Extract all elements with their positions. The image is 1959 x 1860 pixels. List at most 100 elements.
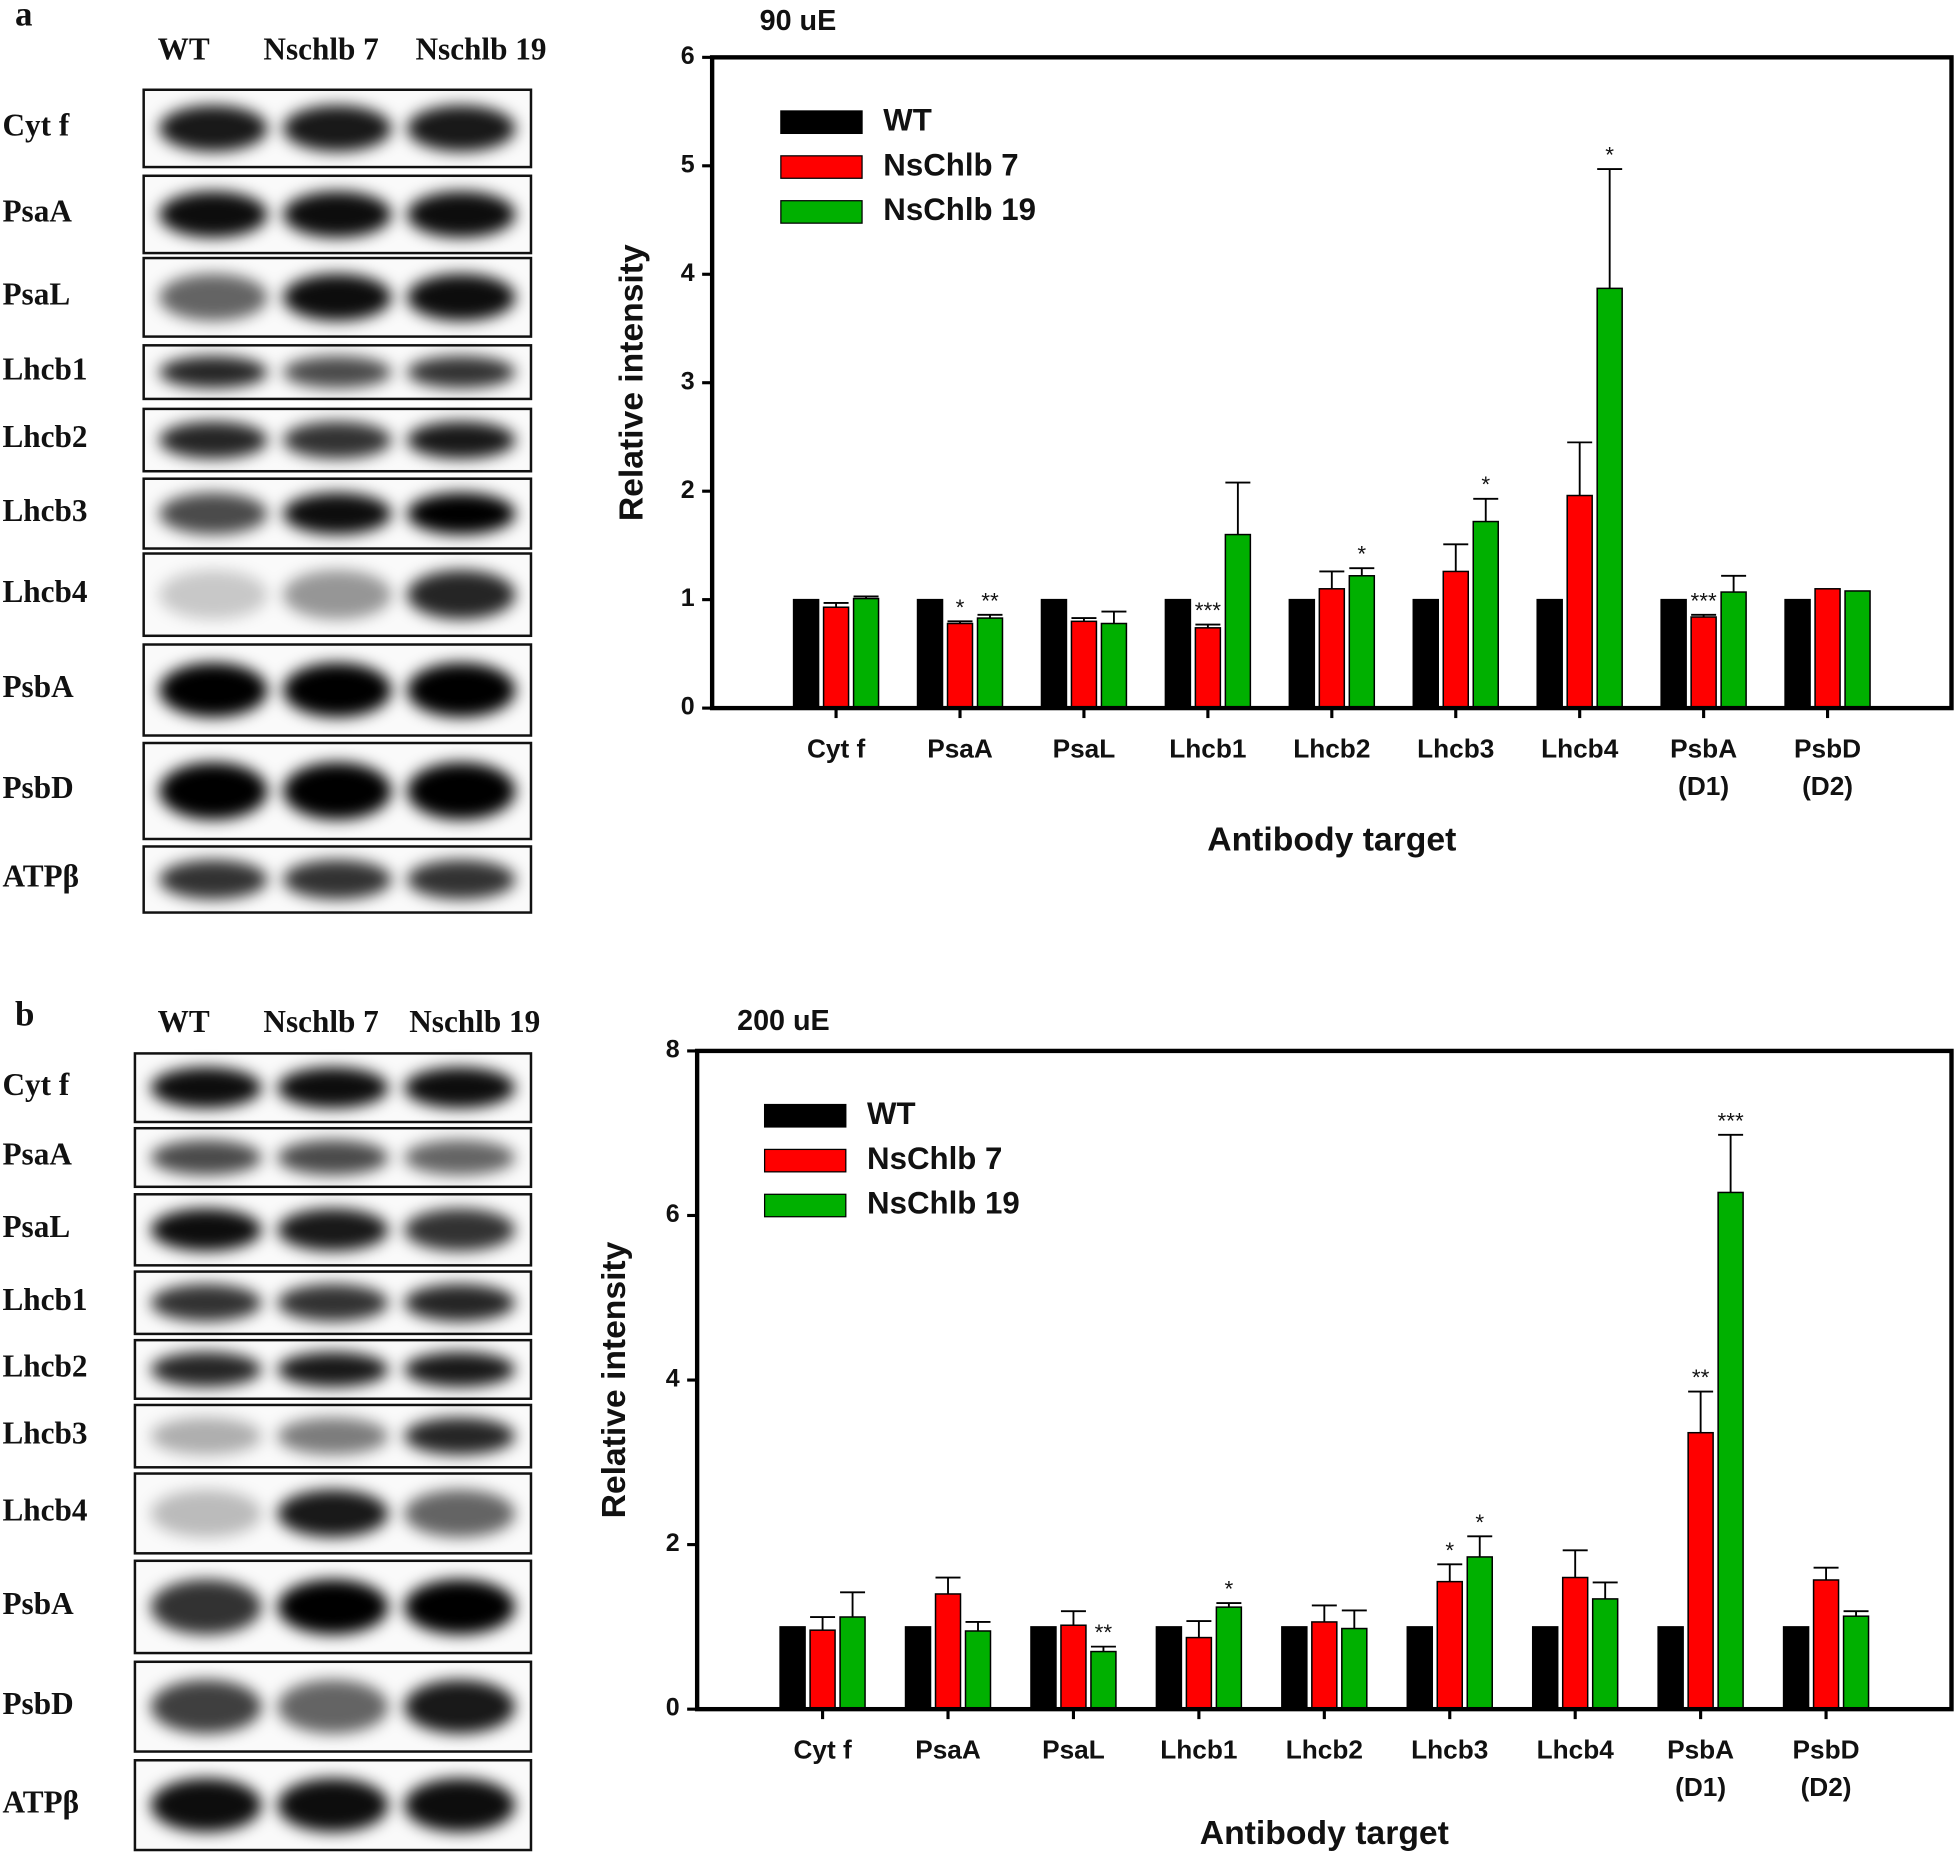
blot-bands (159, 273, 516, 321)
error-bar (1562, 1549, 1588, 1578)
band (277, 1067, 389, 1109)
x-tick-label: Lhcb3 (1411, 1734, 1488, 1764)
legend-label: NsChlb 7 (867, 1141, 1002, 1176)
error-bar (1688, 1390, 1714, 1433)
protein-label: Cyt f (2, 108, 69, 143)
x-tick-label: Lhcb3 (1417, 733, 1494, 763)
band (159, 273, 268, 321)
bar (1844, 590, 1871, 709)
bar (1318, 588, 1346, 709)
panel-label: b (15, 994, 34, 1033)
y-tick-label: 5 (681, 150, 695, 178)
x-tick-label: PsbD (D2) (1793, 1734, 1860, 1801)
band (159, 105, 268, 152)
bar (976, 617, 1004, 709)
lane-label: Nschlb 7 (263, 1004, 378, 1039)
band (159, 762, 268, 820)
bar (1070, 620, 1098, 709)
band (277, 1489, 389, 1538)
blot-bands (150, 1284, 516, 1322)
protein-label: Lhcb3 (2, 1415, 87, 1450)
band (404, 1417, 516, 1455)
bar (1472, 520, 1499, 709)
bar (1690, 616, 1717, 709)
protein-label: Lhcb1 (2, 351, 87, 386)
band (407, 191, 516, 238)
bar (904, 1626, 932, 1710)
band (159, 356, 268, 389)
y-tick-label: 6 (681, 42, 695, 70)
band (159, 662, 268, 718)
error-bar (965, 1621, 991, 1631)
lane-label: WT (158, 1004, 210, 1039)
bar (1100, 622, 1128, 709)
band (283, 356, 392, 389)
blot-bands (159, 421, 516, 459)
bar (1814, 588, 1841, 709)
x-tick-label: Lhcb2 (1293, 733, 1370, 763)
error-bar (823, 601, 849, 608)
x-axis-title: Antibody target (1200, 1815, 1449, 1852)
legend-label: NsChlb 19 (867, 1186, 1020, 1221)
bar (946, 622, 974, 709)
bar (1660, 598, 1687, 709)
plot-frame (694, 1048, 1954, 1712)
x-tick-label: PsaA (927, 733, 993, 763)
error-bar (1721, 574, 1747, 593)
band (407, 492, 516, 535)
bar (1782, 1626, 1810, 1710)
bar (1536, 598, 1563, 709)
x-tick-label: Cyt f (807, 733, 866, 763)
protein-label: Cyt f (2, 1067, 69, 1102)
bar (1531, 1626, 1559, 1710)
blot-bands (150, 1778, 516, 1833)
significance-label: *** (1717, 1108, 1744, 1133)
blot-bands (150, 1351, 516, 1388)
legend-swatch (763, 1148, 847, 1173)
band (404, 1579, 516, 1635)
band (407, 662, 516, 718)
significance-label: *** (1691, 588, 1718, 613)
significance-label: * (1605, 143, 1614, 168)
panel-label: a (15, 0, 32, 33)
error-bar (1319, 570, 1345, 589)
band (159, 569, 268, 620)
band (283, 492, 392, 535)
band (404, 1489, 516, 1538)
band (404, 1208, 516, 1252)
bar (1596, 287, 1623, 709)
band (277, 1579, 389, 1635)
error-bar (1437, 1563, 1463, 1582)
bar (1311, 1621, 1338, 1710)
x-axis-title: Antibody target (1207, 821, 1456, 858)
bar (1561, 1576, 1589, 1710)
band (150, 1778, 262, 1833)
band (283, 662, 392, 718)
bar (1281, 1626, 1308, 1710)
band (404, 1351, 516, 1388)
blot-bands (159, 569, 516, 620)
band (407, 859, 516, 900)
significance-label: * (1475, 1510, 1484, 1535)
legend-swatch (763, 1193, 847, 1218)
significance-label: *** (1195, 598, 1222, 623)
lane-label: WT (158, 32, 210, 67)
protein-label: PsbD (2, 770, 73, 805)
bar (934, 1593, 962, 1710)
blot-bands (150, 1139, 516, 1176)
bar (792, 598, 820, 709)
band (277, 1139, 389, 1176)
y-tick-label: 6 (666, 1200, 680, 1228)
error-bar (1813, 1566, 1839, 1580)
legend-label: WT (867, 1096, 916, 1131)
band (404, 1139, 516, 1176)
x-tick-label: PsaL (1042, 1734, 1105, 1764)
bar (1842, 1615, 1870, 1710)
error-bar (1186, 1620, 1212, 1638)
error-bar (1349, 567, 1375, 576)
legend-swatch (780, 110, 863, 135)
protein-label: ATPβ (2, 859, 79, 894)
y-tick-label: 2 (681, 476, 695, 504)
band (404, 1778, 516, 1833)
